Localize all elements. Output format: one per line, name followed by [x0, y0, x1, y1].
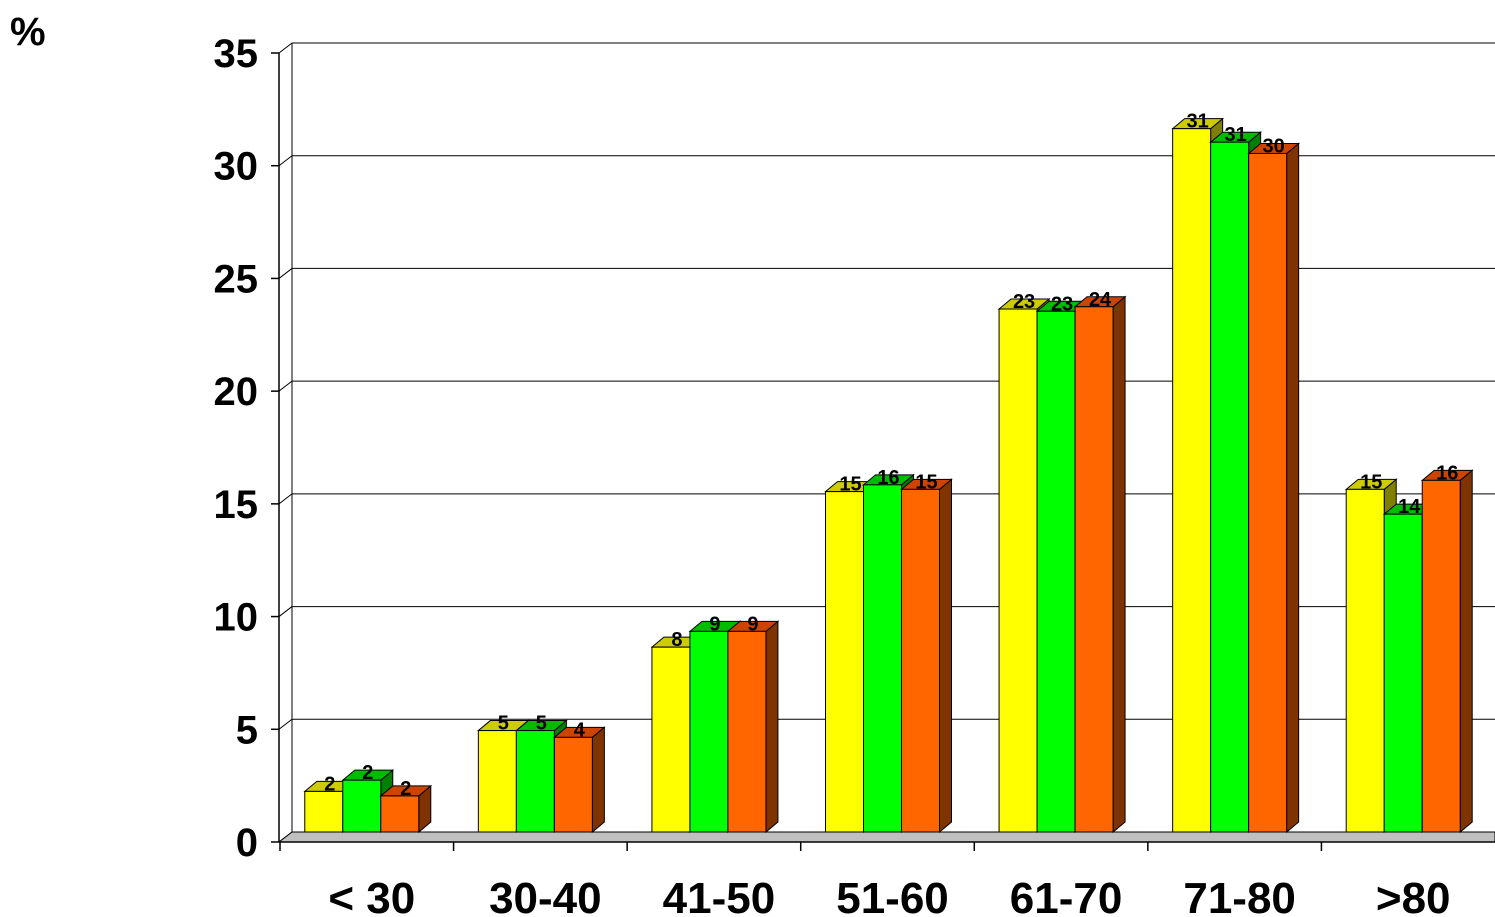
data-label: 23	[1013, 291, 1035, 313]
bar	[1421, 479, 1461, 833]
data-label: 5	[536, 713, 547, 735]
bars	[303, 117, 1474, 834]
bar	[1383, 513, 1423, 833]
y-unit-label: %	[10, 10, 46, 54]
x-tick-label: 61-70	[1010, 874, 1123, 917]
bar	[380, 795, 420, 833]
data-label: 31	[1187, 111, 1209, 133]
bar	[1210, 141, 1250, 833]
y-tick-label: 35	[214, 32, 259, 76]
x-tick-label: < 30	[328, 874, 415, 917]
data-label: 9	[747, 613, 758, 635]
bar	[901, 488, 940, 833]
bar	[1036, 310, 1076, 833]
floor-plane	[277, 831, 1495, 843]
data-label: 14	[1398, 496, 1421, 518]
data-label: 9	[709, 613, 720, 635]
bar	[998, 308, 1038, 833]
data-label: 8	[671, 629, 682, 651]
bar	[651, 646, 691, 833]
data-label: 2	[362, 762, 373, 784]
bar	[1345, 488, 1385, 833]
data-label: 16	[1436, 462, 1458, 484]
bar	[1248, 152, 1288, 833]
gridline-side	[278, 42, 293, 54]
bar	[689, 630, 729, 833]
chart-floor	[277, 831, 1495, 843]
x-tick-label: 30-40	[489, 874, 602, 917]
gridline-side	[278, 718, 293, 730]
bar-side	[1112, 295, 1126, 834]
gridline-side	[278, 606, 293, 617]
gridline-side	[278, 268, 293, 279]
bar-side	[765, 620, 779, 834]
bar	[727, 630, 767, 833]
bar-side	[591, 726, 605, 834]
bar-side	[1459, 469, 1473, 834]
x-tick-label: 41-50	[663, 874, 776, 917]
x-tick-label: 71-80	[1183, 874, 1296, 917]
y-tick-label: 30	[214, 145, 259, 189]
data-label: 15	[915, 471, 937, 493]
bar	[1074, 306, 1114, 833]
y-tick-label: 5	[236, 708, 258, 752]
y-tick-label: 25	[214, 257, 259, 301]
bar-side	[1286, 142, 1300, 834]
bar	[1172, 128, 1212, 833]
gridline-side	[278, 380, 293, 392]
data-label: 15	[839, 474, 861, 496]
bar-side	[939, 478, 952, 834]
y-tick-label: 15	[214, 483, 259, 527]
y-tick-label: 20	[214, 370, 259, 414]
bar	[553, 736, 593, 833]
data-label: 4	[574, 719, 586, 741]
data-label: 23	[1051, 293, 1073, 315]
bar	[863, 484, 902, 833]
bar	[825, 491, 864, 833]
data-label: 30	[1263, 135, 1285, 157]
bar	[342, 779, 382, 833]
data-label: 5	[498, 713, 509, 735]
bar	[515, 730, 555, 833]
bar	[477, 730, 517, 833]
x-tick-label: >80	[1376, 874, 1451, 917]
gridline-side	[278, 493, 293, 505]
data-label: 2	[324, 773, 335, 795]
y-tick-label: 0	[236, 821, 258, 865]
bar	[304, 790, 344, 833]
data-label: 15	[1360, 471, 1382, 493]
y-tick-label: 10	[214, 596, 259, 640]
data-label: 24	[1089, 289, 1112, 311]
data-label: 2	[400, 778, 411, 800]
x-tick-label: 51-60	[836, 874, 949, 917]
data-label: 31	[1225, 124, 1247, 146]
data-label: 16	[877, 467, 899, 489]
data-labels: 2 2 2 5 5 4 8 9 9 15 16 15 23 23 24 31 31 30 15 14 16	[324, 111, 1458, 800]
gridline-side	[278, 155, 293, 167]
